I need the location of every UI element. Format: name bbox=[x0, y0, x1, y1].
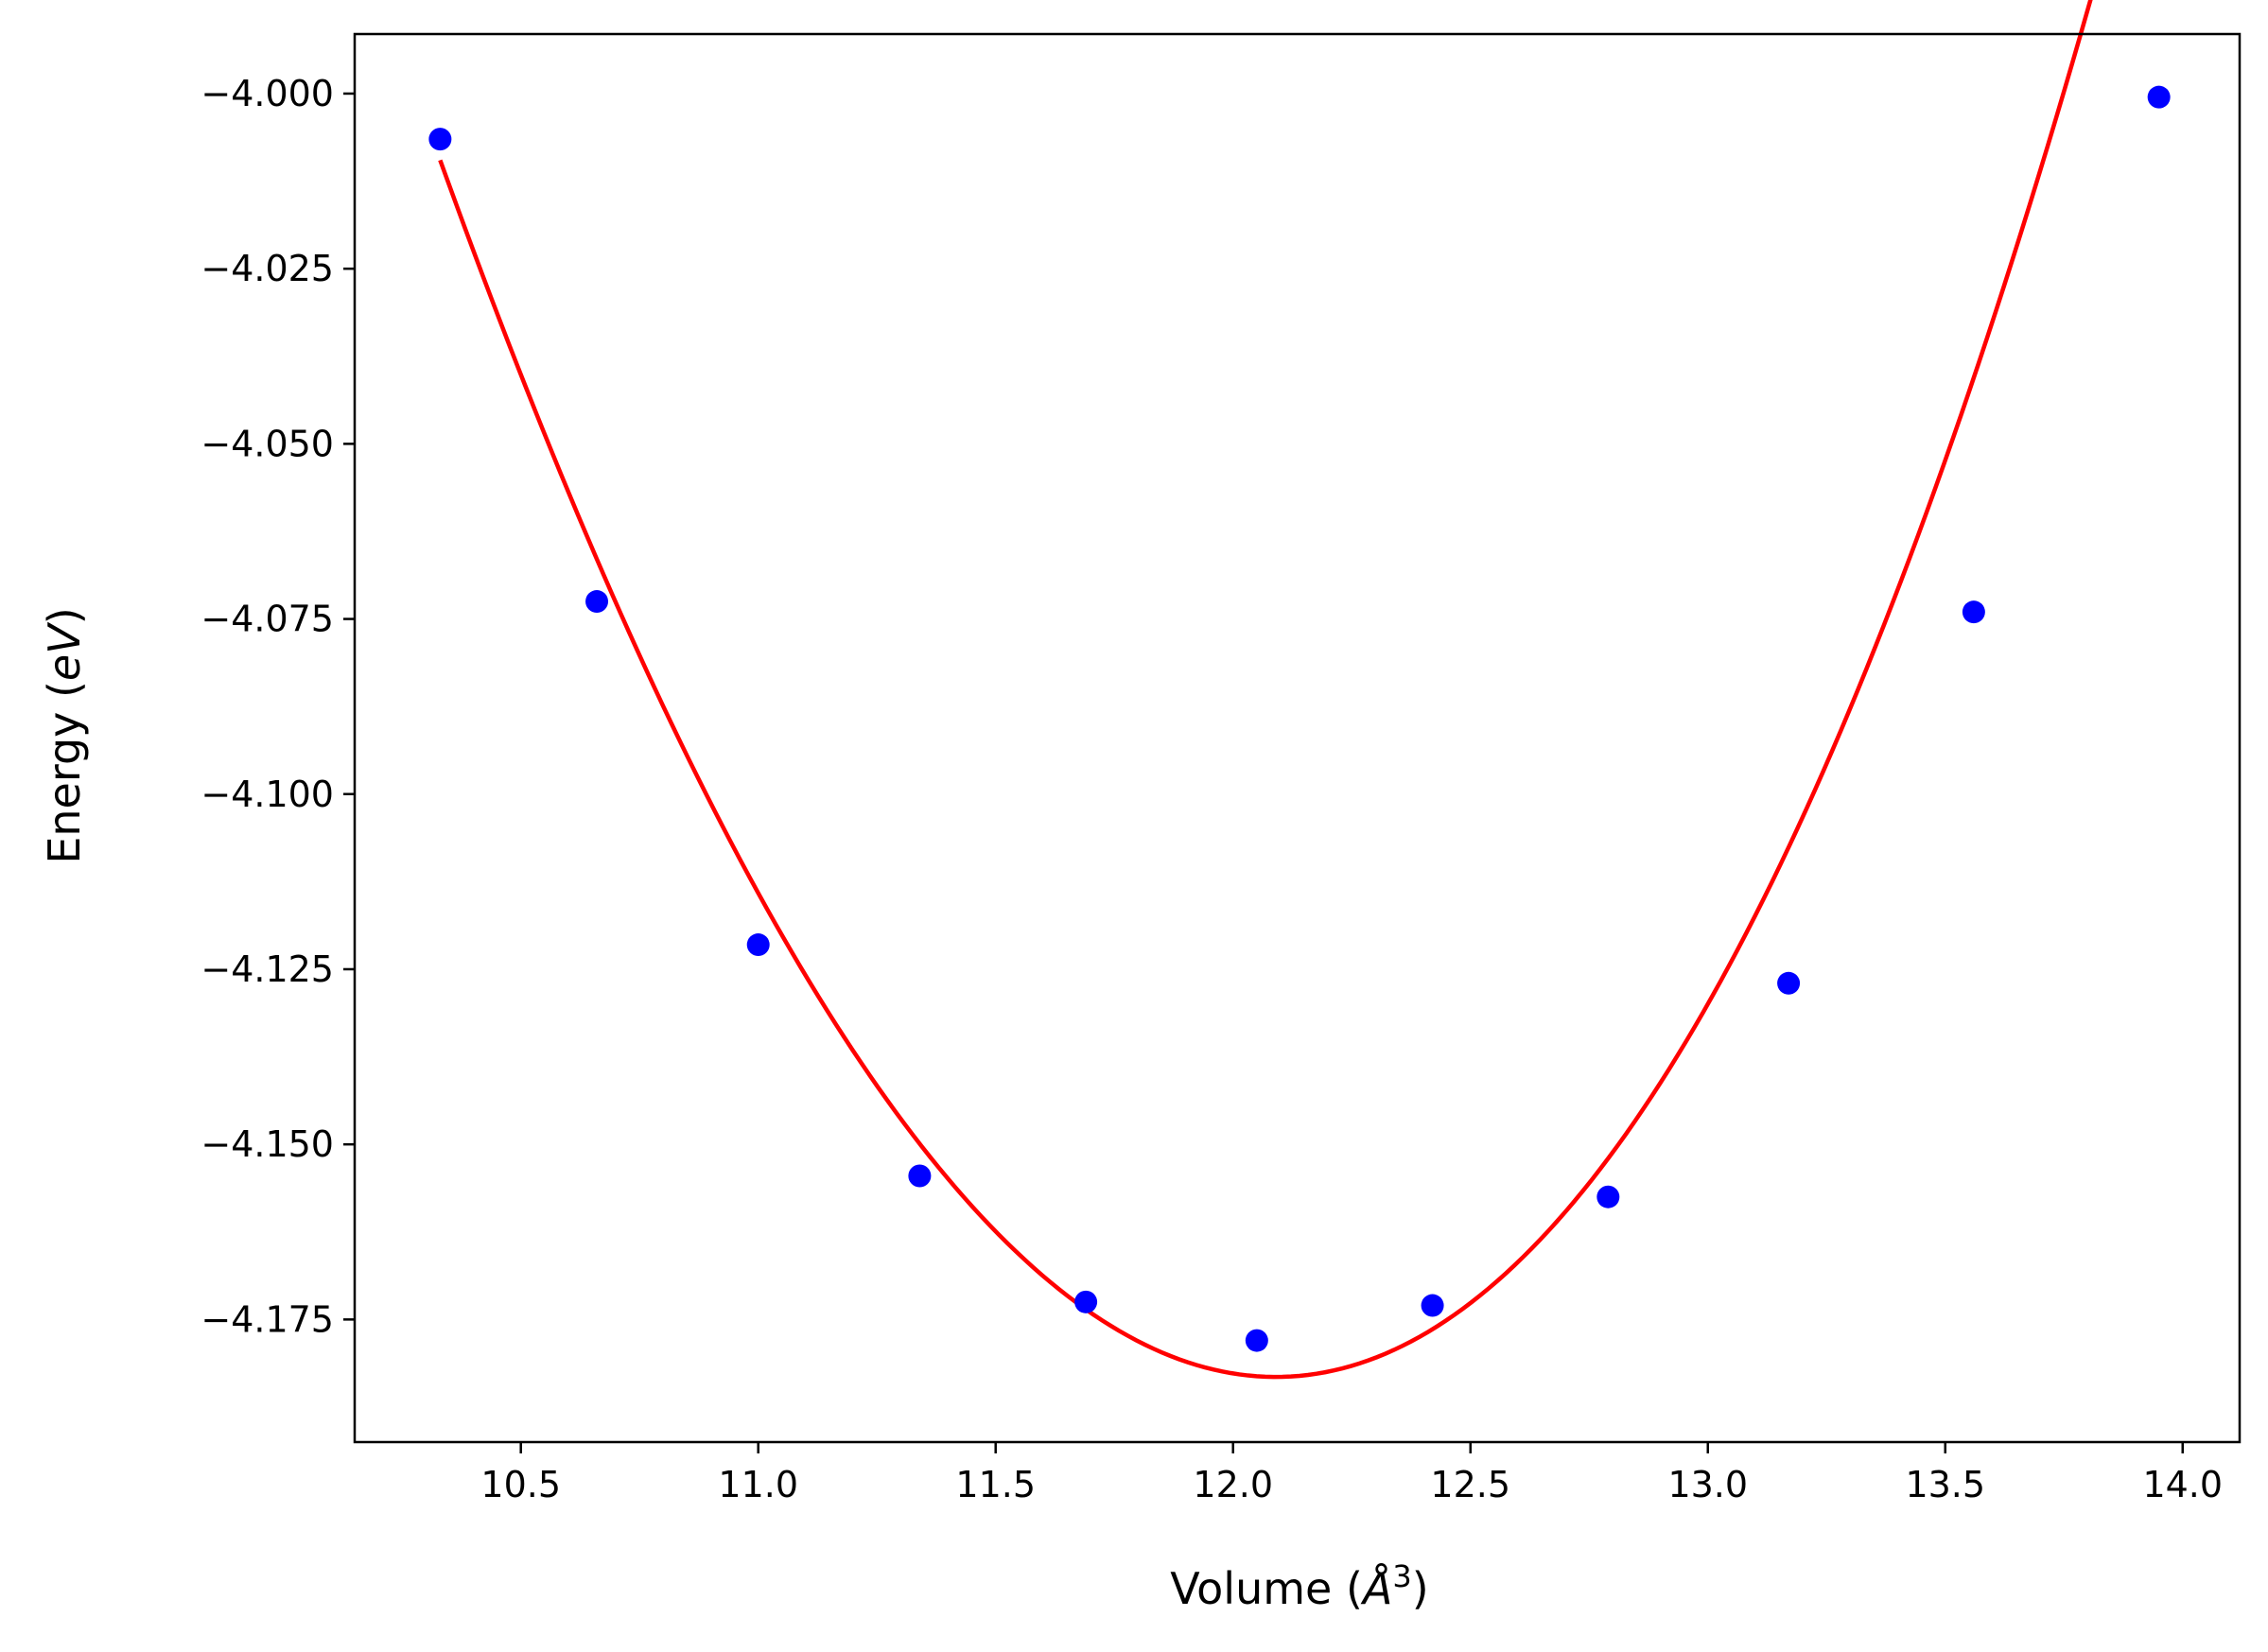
fit-curve-layer bbox=[438, 0, 2093, 1380]
y-axis-unit: eV bbox=[39, 621, 90, 681]
data-point bbox=[746, 933, 770, 957]
y-axis-label-text: Energy bbox=[39, 712, 90, 864]
y-tick-label: −4.075 bbox=[201, 599, 334, 640]
x-tick-label: 14.0 bbox=[2142, 1464, 2223, 1505]
data-point bbox=[908, 1164, 932, 1188]
x-tick-label: 12.5 bbox=[1430, 1464, 1510, 1505]
y-axis-ticks: −4.000 −4.025 −4.050 −4.075 −4.100 −4.125 −4.1… bbox=[201, 73, 355, 1340]
data-point bbox=[1777, 971, 1801, 995]
y-axis-label: Energy (eV) bbox=[39, 607, 90, 863]
data-point bbox=[1245, 1329, 1268, 1352]
y-tick-label: −4.175 bbox=[201, 1298, 334, 1340]
y-tick-label: −4.150 bbox=[201, 1123, 334, 1165]
data-point bbox=[2147, 85, 2171, 109]
y-tick-label: −4.125 bbox=[201, 948, 334, 990]
x-axis-unit-symbol: Å bbox=[1360, 1563, 1392, 1614]
data-point bbox=[1962, 600, 1985, 624]
data-point bbox=[1074, 1290, 1098, 1313]
x-tick-label: 10.5 bbox=[480, 1464, 561, 1505]
x-tick-label: 11.5 bbox=[955, 1464, 1036, 1505]
y-tick-label: −4.000 bbox=[201, 73, 334, 114]
y-tick-label: −4.100 bbox=[201, 774, 334, 815]
x-tick-label: 12.0 bbox=[1193, 1464, 1273, 1505]
data-point bbox=[428, 128, 452, 151]
x-tick-label: 13.5 bbox=[1905, 1464, 1985, 1505]
plot-frame bbox=[353, 32, 2242, 1444]
x-tick-label: 13.0 bbox=[1667, 1464, 1748, 1505]
fit-curve-line bbox=[438, 0, 2093, 1380]
x-tick-label: 11.0 bbox=[718, 1464, 798, 1505]
data-point bbox=[1596, 1185, 1620, 1209]
data-points-layer bbox=[428, 85, 2171, 1352]
data-point bbox=[1421, 1294, 1444, 1317]
x-axis-ticks: 10.5 11.0 11.5 12.0 12.5 13.0 13.5 14.0 bbox=[480, 1442, 2223, 1505]
x-axis-unit-exponent: 3 bbox=[1392, 1558, 1411, 1594]
x-axis-label: Volume (Å3) bbox=[1170, 1558, 1428, 1614]
x-axis-label-text: Volume bbox=[1170, 1563, 1332, 1614]
data-point bbox=[585, 590, 609, 614]
y-tick-label: −4.025 bbox=[201, 248, 334, 289]
y-tick-label: −4.050 bbox=[201, 423, 334, 464]
